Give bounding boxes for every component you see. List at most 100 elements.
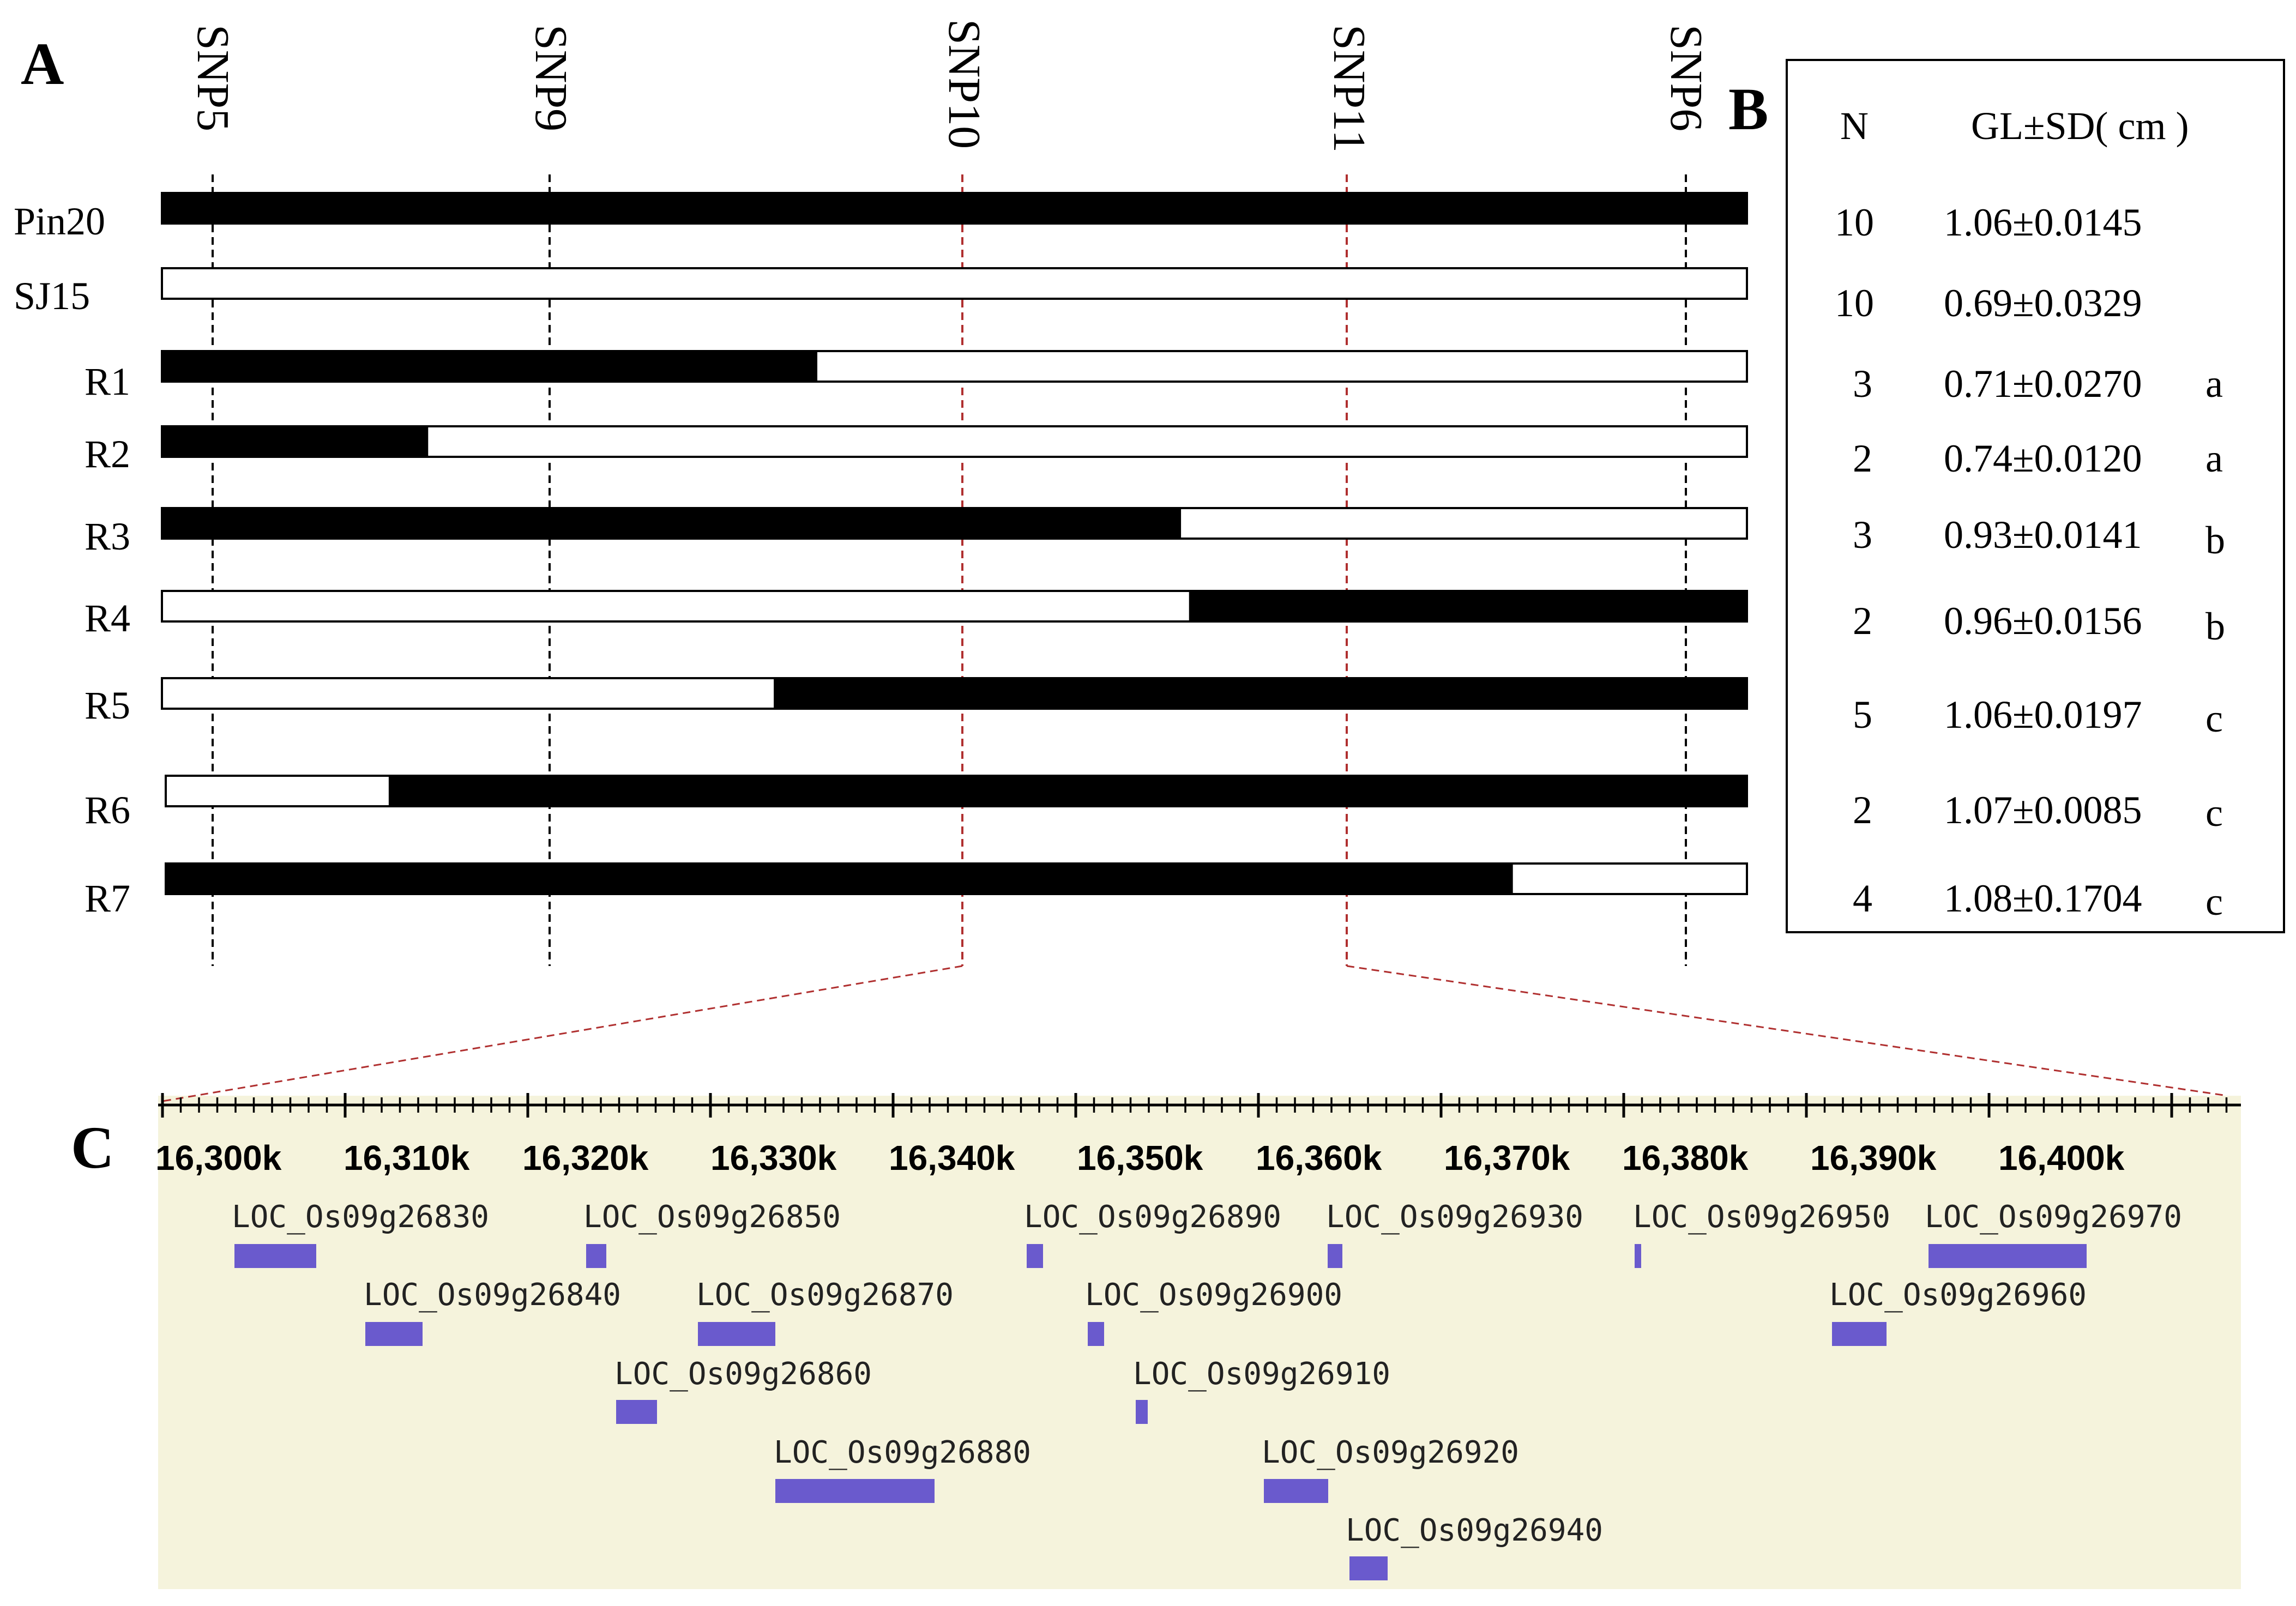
gene-box — [1635, 1244, 1641, 1268]
table-gl: 0.69±0.0329 — [1944, 281, 2142, 325]
table-gl: 0.74±0.0120 — [1944, 437, 2142, 480]
zoom-line-left — [162, 965, 963, 1102]
genotype-segment — [166, 864, 1513, 894]
gene-label: LOC_Os09g26860 — [614, 1356, 872, 1392]
table-n: 4 — [1853, 877, 1872, 920]
table-gl: 1.06±0.0197 — [1944, 693, 2142, 736]
table-n: 10 — [1835, 281, 1874, 325]
table-group: c — [2205, 697, 2223, 740]
genotype-segment — [1512, 864, 1747, 894]
table-gl: 1.06±0.0145 — [1944, 201, 2142, 244]
gene-box — [586, 1244, 606, 1268]
gene-label: LOC_Os09g26890 — [1024, 1199, 1282, 1235]
gene-label: LOC_Os09g26960 — [1829, 1277, 2087, 1313]
table-gl: 0.71±0.0270 — [1944, 362, 2142, 406]
axis-tick-label: 16,330k — [710, 1138, 837, 1178]
gene-box — [1328, 1244, 1342, 1268]
table-border — [1786, 59, 2285, 933]
gene-label: LOC_Os09g26940 — [1346, 1513, 1604, 1548]
gene-box — [1088, 1322, 1104, 1346]
table-group: b — [2205, 605, 2225, 648]
gene-label: LOC_Os09g26870 — [696, 1277, 954, 1313]
snp-label-snp9: SNP9 — [526, 25, 576, 132]
panel-c-label: C — [71, 1114, 115, 1181]
table-gl: 0.96±0.0156 — [1944, 599, 2142, 643]
genotype-segment — [817, 351, 1747, 382]
gene-label: LOC_Os09g26840 — [364, 1277, 622, 1313]
gene-label: LOC_Os09g26830 — [232, 1199, 490, 1235]
table-group: c — [2205, 791, 2223, 835]
genotype-segment — [388, 776, 1747, 806]
gene-label: LOC_Os09g26910 — [1133, 1356, 1391, 1392]
axis-tick-label: 16,370k — [1444, 1138, 1570, 1178]
gene-label: LOC_Os09g26950 — [1633, 1199, 1891, 1235]
genotype-segment — [162, 351, 818, 382]
genotype-bar-outline — [161, 425, 1748, 458]
gene-track-background — [158, 1096, 2241, 1589]
gene-label: LOC_Os09g26920 — [1262, 1435, 1520, 1470]
table-n: 3 — [1853, 513, 1872, 557]
genotype-segment — [162, 426, 429, 457]
row-label-sj15: SJ15 — [14, 274, 91, 318]
snp-label-snp11: SNP11 — [1324, 25, 1375, 153]
genotype-segment — [162, 508, 1182, 539]
zoom-line-right — [1346, 965, 2228, 1097]
gene-box — [1136, 1400, 1148, 1424]
genotype-bar-outline — [161, 192, 1748, 225]
gene-label: LOC_Os09g26970 — [1925, 1199, 2183, 1235]
gene-label: LOC_Os09g26850 — [583, 1199, 841, 1235]
genotype-segment — [162, 268, 1747, 299]
table-gl: 1.07±0.0085 — [1944, 788, 2142, 832]
genotype-bar-outline — [165, 775, 1748, 807]
gene-box — [1264, 1479, 1328, 1503]
table-n: 5 — [1853, 693, 1872, 736]
row-label-r4: R4 — [85, 596, 131, 640]
panel-a-label: A — [21, 31, 64, 97]
genotype-segment — [162, 591, 1189, 621]
gene-box — [698, 1322, 775, 1346]
genotype-bar-outline — [161, 590, 1748, 623]
table-n: 2 — [1853, 437, 1872, 480]
table-group: c — [2205, 880, 2223, 923]
table-header-n: N — [1840, 104, 1869, 148]
row-label-r1: R1 — [85, 360, 131, 403]
genotype-bar-outline — [161, 350, 1748, 383]
genotype-segment — [162, 193, 1747, 224]
table-group: a — [2205, 437, 2223, 480]
axis-tick-label: 16,400k — [1998, 1138, 2125, 1178]
genotype-segment — [166, 776, 389, 806]
gene-label: LOC_Os09g26880 — [774, 1435, 1032, 1470]
row-label-r5: R5 — [85, 684, 131, 727]
axis-tick-label: 16,340k — [889, 1138, 1015, 1178]
gene-box — [365, 1322, 423, 1346]
table-gl: 0.93±0.0141 — [1944, 513, 2142, 557]
table-n: 2 — [1853, 599, 1872, 643]
panel-b-label: B — [1728, 76, 1769, 142]
snp-label-snp5: SNP5 — [188, 25, 238, 132]
axis-tick-label: 16,360k — [1256, 1138, 1382, 1178]
axis-tick-label: 16,300k — [155, 1138, 282, 1178]
genotype-segment — [428, 426, 1747, 457]
row-label-r7: R7 — [85, 877, 131, 920]
row-label-r6: R6 — [85, 788, 131, 832]
gene-box — [234, 1244, 316, 1268]
genotype-bar-outline — [161, 677, 1748, 710]
row-label-pin20: Pin20 — [14, 200, 106, 243]
gene-label: LOC_Os09g26900 — [1085, 1277, 1343, 1313]
axis-tick-label: 16,310k — [344, 1138, 470, 1178]
gene-box — [1929, 1244, 2087, 1268]
genotype-segment — [774, 678, 1747, 709]
table-n: 10 — [1835, 201, 1874, 244]
table-group: a — [2205, 362, 2223, 406]
table-n: 2 — [1853, 788, 1872, 832]
genotype-segment — [1189, 591, 1747, 621]
axis-tick-label: 16,320k — [522, 1138, 649, 1178]
snp-label-snp6: SNP6 — [1661, 25, 1712, 132]
genotype-bar-outline — [161, 507, 1748, 540]
genotype-segment — [162, 678, 774, 709]
row-label-r2: R2 — [85, 432, 131, 476]
gene-box — [775, 1479, 935, 1503]
row-label-r3: R3 — [85, 515, 131, 558]
